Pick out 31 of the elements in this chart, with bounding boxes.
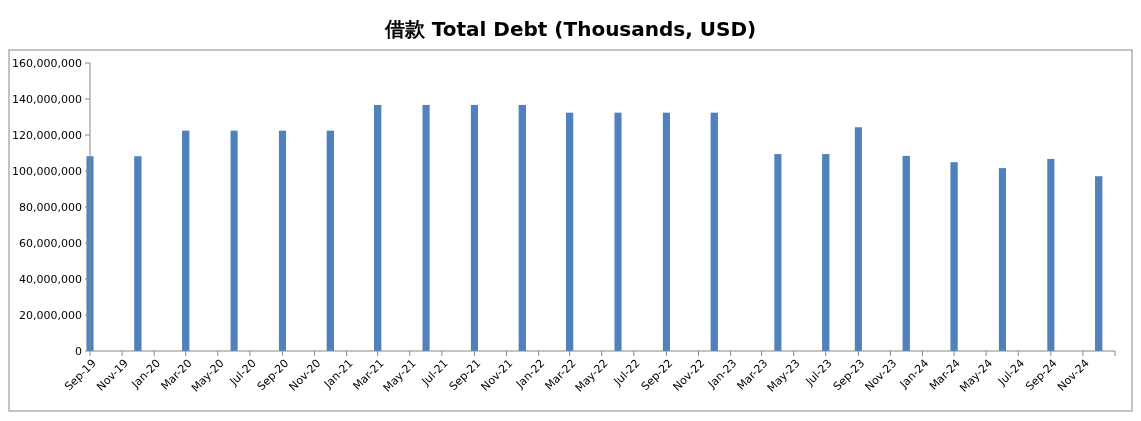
chart-title: 借款 Total Debt (Thousands, USD) (383, 17, 757, 41)
bar (1047, 158, 1055, 351)
bar (1095, 176, 1103, 351)
bar (822, 154, 830, 351)
bar (278, 130, 287, 351)
y-tick-label: 0 (75, 344, 82, 358)
y-tick-label: 100,000,000 (12, 164, 82, 178)
bar (565, 112, 574, 351)
bar (998, 168, 1006, 351)
bar (854, 127, 862, 351)
bar (950, 162, 958, 351)
y-tick-label: 120,000,000 (12, 128, 82, 142)
bar (614, 112, 622, 351)
bar (902, 155, 910, 351)
bar (374, 104, 382, 351)
bar (326, 130, 335, 351)
bar (470, 104, 478, 351)
y-tick-label: 60,000,000 (19, 236, 82, 250)
bar (710, 112, 718, 351)
bar (230, 130, 238, 351)
y-tick-label: 40,000,000 (19, 272, 82, 286)
bar (134, 156, 142, 351)
bar (182, 130, 190, 351)
y-tick-label: 20,000,000 (19, 308, 82, 322)
bar (774, 154, 782, 351)
y-tick-label: 160,000,000 (12, 56, 82, 70)
bar (518, 104, 526, 351)
y-tick-label: 140,000,000 (12, 92, 82, 106)
y-tick-label: 80,000,000 (19, 200, 82, 214)
bar (422, 104, 430, 351)
bar (662, 112, 670, 351)
